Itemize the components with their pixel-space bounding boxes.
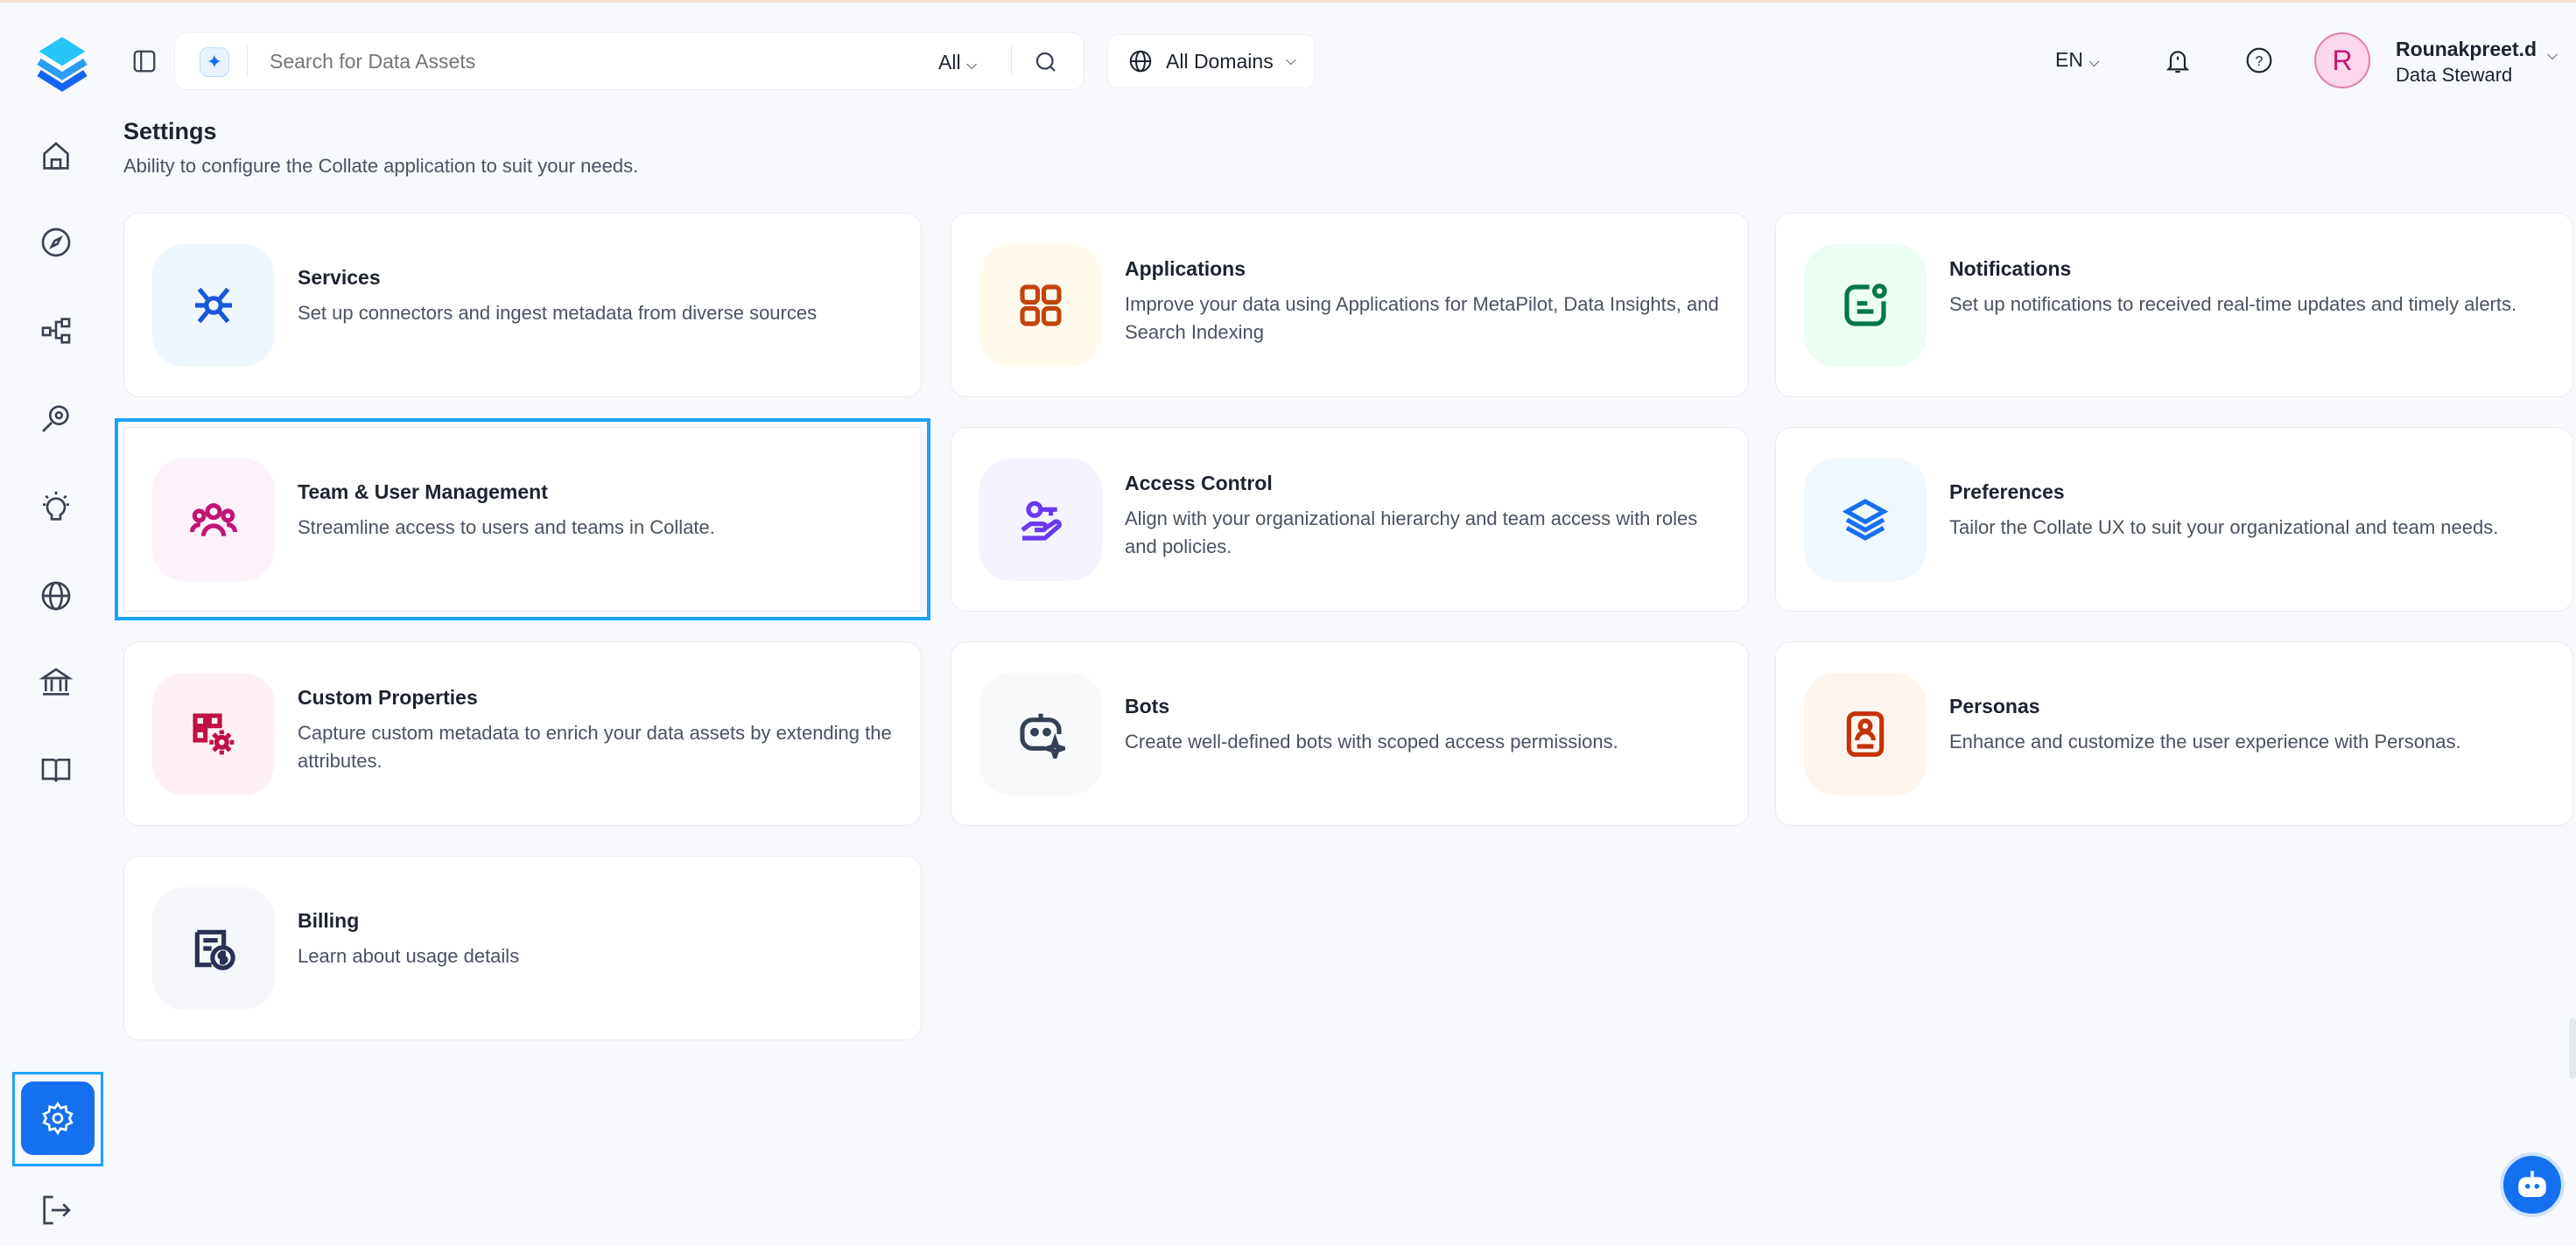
lineage-icon[interactable]: [35, 310, 77, 352]
card-description: Create well-defined bots with scoped acc…: [1125, 731, 1618, 752]
collate-logo[interactable]: [33, 34, 91, 92]
svg-text:?: ?: [2256, 54, 2264, 69]
divider: [247, 46, 248, 77]
card-description: Tailor the Collate UX to suit your organ…: [1949, 516, 2499, 538]
persona-icon: [1804, 673, 1927, 795]
settings-card-access-control[interactable]: Access Control Align with your organizat…: [951, 427, 1749, 612]
settings-card-team-user-management[interactable]: Team & User Management Streamline access…: [115, 418, 930, 620]
billing-icon: [152, 887, 275, 1010]
notification-icon: [1804, 244, 1927, 367]
card-title: Preferences: [1949, 480, 2065, 503]
explore-compass-icon[interactable]: [35, 221, 77, 263]
card-description: Improve your data using Applications for…: [1125, 293, 1719, 343]
domain-label: All Domains: [1166, 49, 1274, 73]
card-description: Streamline access to users and teams in …: [298, 516, 715, 538]
settings-gear-icon[interactable]: [21, 1082, 95, 1155]
page-subtitle: Ability to configure the Collate applica…: [123, 155, 639, 177]
card-title: Custom Properties: [298, 686, 478, 709]
chevron-down-icon: ⌵: [1285, 53, 1296, 68]
governance-bank-icon[interactable]: [35, 662, 77, 704]
card-title: Bots: [1125, 695, 1170, 718]
settings-card-services[interactable]: Services Set up connectors and ingest me…: [123, 213, 922, 397]
filter-label: All: [938, 51, 961, 74]
settings-card-billing[interactable]: Billing Learn about usage details: [123, 856, 922, 1040]
language-selector[interactable]: EN ⌵: [2055, 48, 2099, 72]
card-description: Capture custom metadata to enrich your d…: [298, 722, 892, 772]
card-title: Team & User Management: [298, 480, 548, 503]
card-description: Learn about usage details: [298, 945, 520, 967]
card-title: Applications: [1125, 257, 1246, 280]
user-role: Data Steward: [2396, 64, 2513, 86]
page-title: Settings: [123, 118, 217, 144]
divider: [1011, 46, 1012, 77]
settings-card-applications[interactable]: Applications Improve your data using App…: [951, 213, 1749, 397]
sidebar-toggle-icon[interactable]: [131, 48, 158, 74]
insights-bulb-icon[interactable]: [35, 486, 77, 528]
search-input[interactable]: [270, 46, 970, 77]
card-title: Services: [298, 266, 381, 289]
users-icon: [152, 458, 275, 581]
card-description: Enhance and customize the user experienc…: [1949, 731, 2461, 752]
grid-gear-icon: [152, 673, 275, 795]
search-bar[interactable]: ✦ All ⌵: [174, 32, 1084, 90]
scroll-handle[interactable]: [2569, 1018, 2576, 1079]
avatar[interactable]: R: [2314, 32, 2370, 88]
help-icon[interactable]: ?: [2245, 46, 2273, 74]
user-menu-chevron-icon[interactable]: ⌵: [2547, 48, 2558, 63]
card-title: Personas: [1949, 695, 2040, 718]
settings-card-preferences[interactable]: Preferences Tailor the Collate UX to sui…: [1775, 427, 2573, 612]
layers-icon: [1804, 458, 1927, 581]
card-title: Billing: [298, 909, 360, 932]
services-icon: [152, 244, 275, 367]
search-filter-dropdown[interactable]: All ⌵: [938, 51, 977, 74]
chevron-down-icon: ⌵: [2088, 55, 2100, 70]
sidebar-item-settings[interactable]: [12, 1072, 103, 1166]
globe-icon: [1129, 50, 1152, 73]
card-description: Align with your organizational hierarchy…: [1125, 508, 1698, 557]
search-icon[interactable]: [1033, 49, 1059, 75]
bot-icon: [979, 673, 1102, 795]
language-label: EN: [2055, 48, 2083, 71]
settings-card-personas[interactable]: Personas Enhance and customize the user …: [1775, 641, 2573, 826]
glossary-book-icon[interactable]: [35, 749, 77, 791]
settings-card-bots[interactable]: Bots Create well-defined bots with scope…: [951, 641, 1749, 826]
card-title: Notifications: [1949, 257, 2072, 280]
bell-icon[interactable]: [2164, 46, 2192, 76]
robot-icon: [2518, 1171, 2546, 1197]
home-icon[interactable]: [35, 136, 77, 178]
domain-selector[interactable]: All Domains ⌵: [1107, 34, 1316, 88]
logout-icon[interactable]: [35, 1189, 77, 1231]
card-title: Access Control: [1125, 472, 1273, 494]
chevron-down-icon: ⌵: [965, 58, 978, 73]
user-name: Rounakpreet.d: [2396, 38, 2537, 60]
domains-globe-icon[interactable]: [35, 575, 77, 617]
settings-card-custom-properties[interactable]: Custom Properties Capture custom metadat…: [123, 641, 922, 826]
ai-sparkle-icon[interactable]: ✦: [200, 47, 229, 77]
key-hand-icon: [979, 458, 1102, 581]
card-description: Set up connectors and ingest metadata fr…: [298, 302, 818, 324]
observability-icon[interactable]: [35, 397, 77, 439]
card-description: Set up notifications to received real-ti…: [1949, 293, 2517, 315]
apps-grid-icon: [979, 244, 1102, 367]
settings-card-notifications[interactable]: Notifications Set up notifications to re…: [1775, 213, 2573, 397]
chatbot-button[interactable]: [2500, 1152, 2565, 1217]
